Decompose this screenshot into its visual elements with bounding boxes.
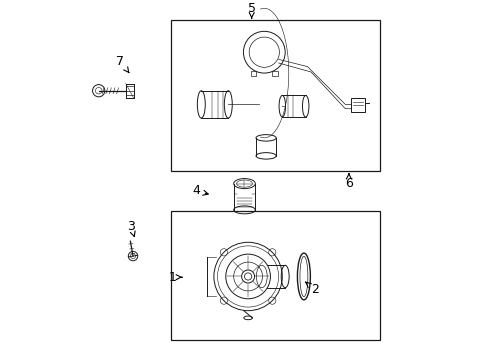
Text: 5: 5 xyxy=(247,3,255,18)
Text: 7: 7 xyxy=(116,55,129,73)
Text: 1: 1 xyxy=(168,271,182,284)
Bar xyxy=(250,71,256,76)
Text: 3: 3 xyxy=(127,220,135,237)
Bar xyxy=(272,71,277,76)
Bar xyxy=(170,211,379,340)
Text: 2: 2 xyxy=(305,282,318,296)
Bar xyxy=(170,20,379,171)
Text: 6: 6 xyxy=(344,174,352,190)
Text: 4: 4 xyxy=(192,184,208,197)
